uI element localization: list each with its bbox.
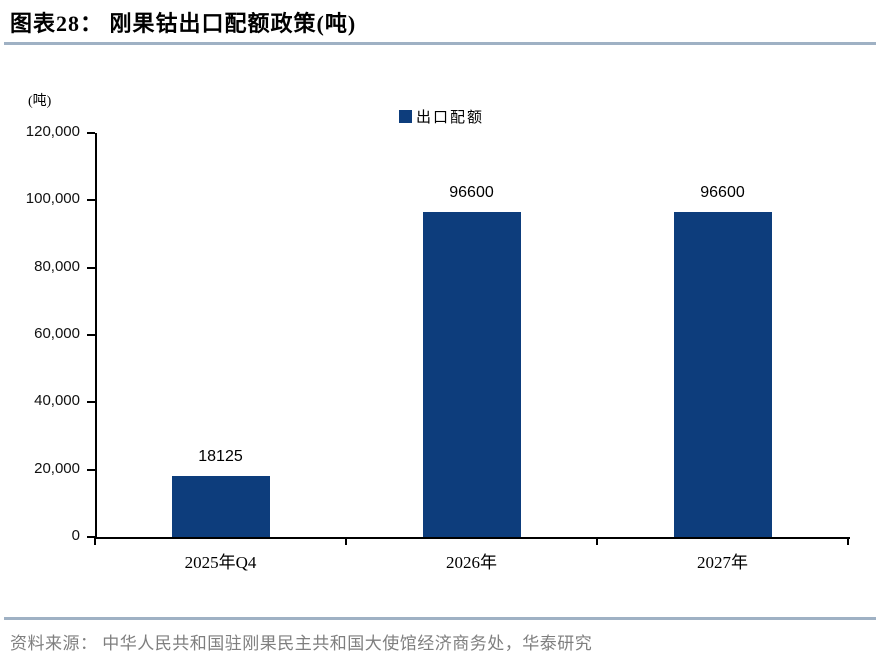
bar bbox=[673, 211, 772, 537]
x-axis-category-label: 2026年 bbox=[446, 553, 497, 572]
plot-area bbox=[95, 133, 850, 539]
x-axis-tick bbox=[94, 537, 96, 545]
chart-title: 图表28： 刚果钴出口配额政策(吨) bbox=[10, 11, 357, 36]
x-axis-tick bbox=[847, 537, 849, 545]
bar-data-label: 96600 bbox=[700, 183, 745, 201]
footer-divider bbox=[4, 617, 876, 620]
bar bbox=[171, 475, 270, 537]
y-axis-unit-label: (吨) bbox=[28, 94, 52, 109]
y-axis-tick-label: 100,000 bbox=[25, 190, 80, 208]
bar-data-label: 96600 bbox=[449, 183, 494, 201]
y-axis-tick-label: 40,000 bbox=[34, 392, 80, 410]
x-axis-tick bbox=[596, 537, 598, 545]
y-axis-tick bbox=[87, 334, 95, 336]
y-axis-tick-label: 20,000 bbox=[34, 459, 80, 477]
legend: 出口配额 bbox=[399, 106, 484, 127]
y-axis-tick bbox=[87, 199, 95, 202]
y-axis-tick-label: 120,000 bbox=[25, 123, 80, 140]
bar-data-label: 18125 bbox=[198, 447, 243, 465]
y-axis-tick bbox=[87, 401, 95, 404]
x-axis-category-label: 2027年 bbox=[697, 553, 748, 572]
y-axis-tick bbox=[87, 536, 95, 538]
y-axis-tick bbox=[87, 468, 95, 471]
x-axis-category-label: 2025年Q4 bbox=[184, 553, 257, 572]
source-note: 资料来源： 中华人民共和国驻刚果民主共和国大使馆经济商务处，华泰研究 bbox=[10, 634, 593, 653]
y-axis-tick bbox=[87, 132, 95, 134]
y-axis-tick-label: 0 bbox=[71, 527, 80, 544]
y-axis-tick-label: 80,000 bbox=[34, 257, 80, 275]
legend-swatch-icon bbox=[399, 110, 412, 123]
y-axis-tick bbox=[87, 266, 95, 269]
x-axis-tick bbox=[345, 537, 347, 545]
y-axis-tick-label: 60,000 bbox=[34, 325, 80, 342]
title-divider bbox=[4, 42, 876, 45]
bar bbox=[422, 211, 521, 537]
legend-label: 出口配额 bbox=[416, 110, 485, 126]
